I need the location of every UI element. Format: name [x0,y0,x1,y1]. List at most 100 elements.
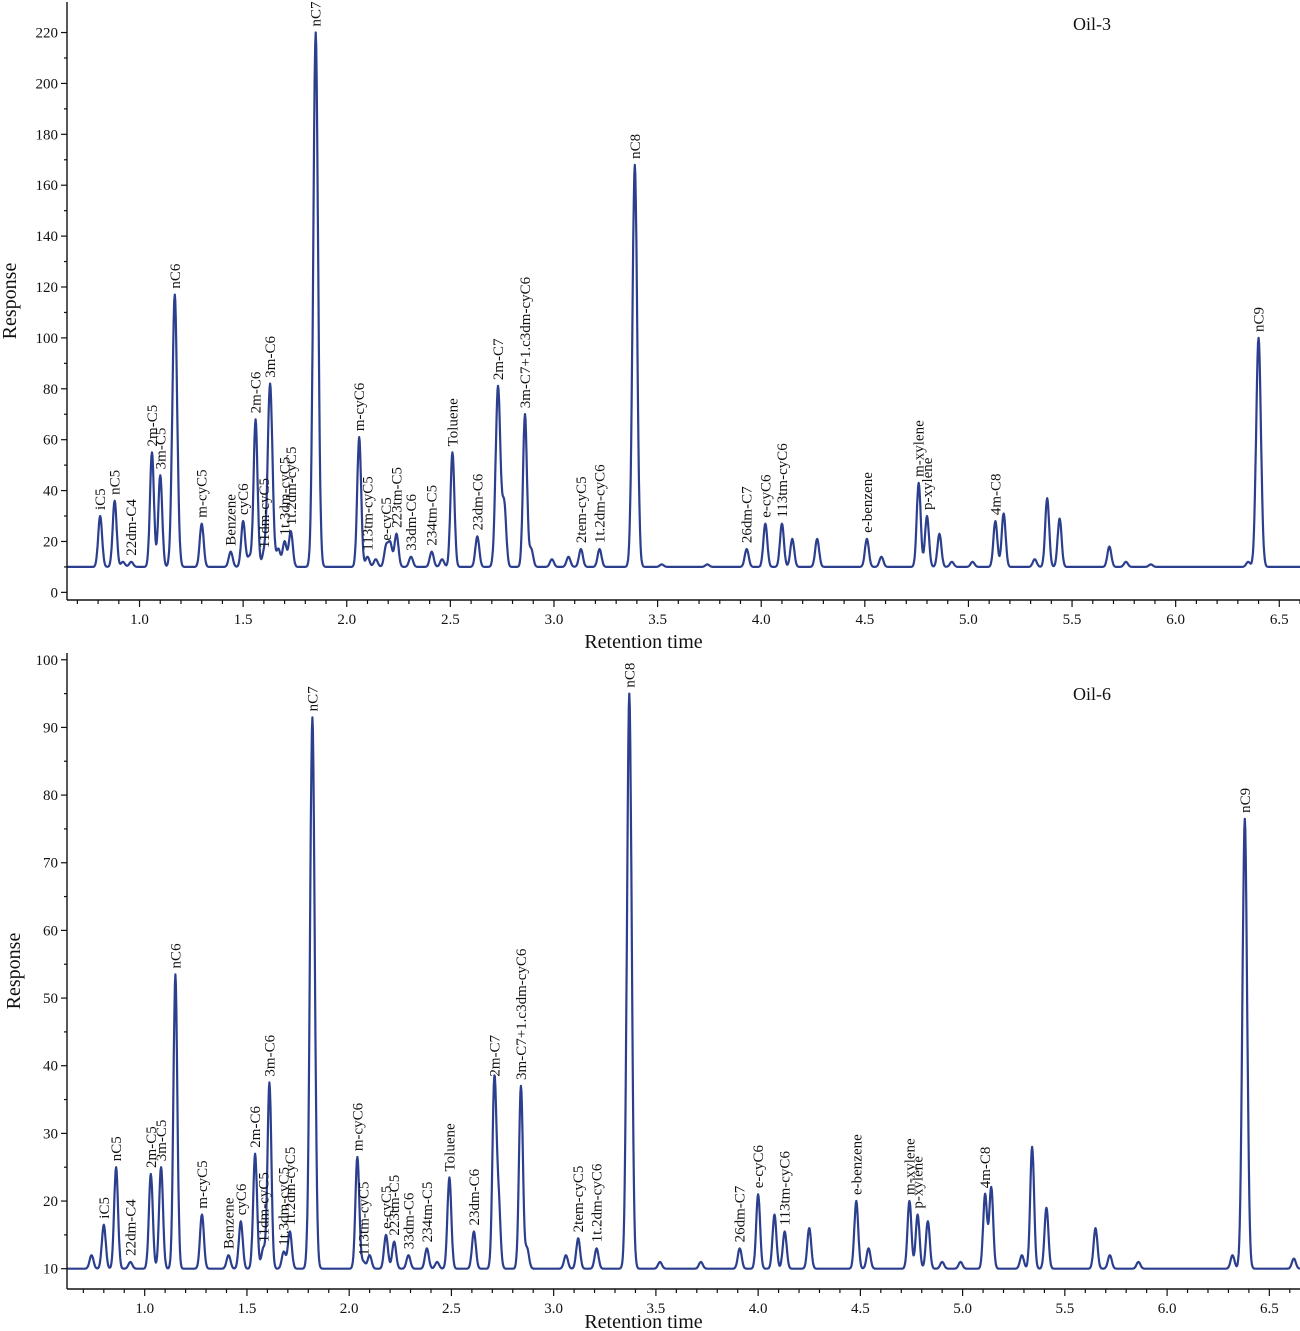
x-tick-label: 3.0 [544,1301,563,1317]
peak-label-1t-2dm-cyc6: 1t.2dm-cyC6 [590,1163,606,1242]
y-tick-label: 100 [36,653,59,669]
y-tick-label: 200 [36,76,59,92]
x-axis-title: Retention time [584,1311,702,1331]
sample-title: Oil-6 [1073,684,1111,704]
peak-label-4m-c8: 4m-C8 [988,473,1004,515]
x-axis-title: Retention time [584,631,702,653]
peak-label-113tm-cyc5: 113tm-cyC5 [357,1181,373,1255]
peak-label-ic5: iC5 [97,1197,113,1219]
x-tick-label: 4.5 [851,1301,870,1317]
x-tick-label: 1.0 [130,612,149,628]
peak-label-3m-c5: 3m-C5 [153,428,169,470]
peak-label-benzene: Benzene [221,1197,237,1249]
sample-title: Oil-3 [1073,14,1111,34]
peak-label-3m-c6: 3m-C6 [262,1034,278,1076]
x-tick-label: 2.0 [340,1301,359,1317]
chromatogram-trace [66,692,1300,1270]
y-tick-label: 20 [43,534,58,550]
peak-label-2m-c7: 2m-C7 [487,1034,503,1076]
peak-label-2m-c6: 2m-C6 [248,1106,264,1148]
x-tick-label: 6.0 [1158,1301,1177,1317]
peak-label-nc5: nC5 [109,1136,125,1161]
x-tick-label: 2.5 [442,1301,461,1317]
peak-label-m-cyc5: m-cyC5 [195,469,211,517]
peak-label-2m-c6: 2m-C6 [249,371,265,413]
y-tick-label: 90 [43,720,58,736]
peak-label-26dm-c7: 26dm-C7 [740,486,756,543]
peak-label-234tm-c5: 234tm-C5 [420,1182,436,1243]
peak-label-p-xylene: p-xylene [911,1156,927,1209]
x-tick-label: 1.0 [135,1301,154,1317]
peak-label-11dm-cyc5: 11dm-cyC5 [256,1172,272,1242]
chromatogram-panel-oil-6: 10 20 30 40 50 60 70 80 90 100 1.0 1.5 2.0 2.5 3.0 3.5 4… [3,653,1300,1331]
peak-label-benzene: Benzene [224,494,240,546]
y-tick-label: 120 [36,280,59,296]
peak-label-2tem-cyc5: 2tem-cyC5 [574,476,590,543]
x-tick-label: 3.5 [647,1301,666,1317]
x-tick-label: 2.5 [441,612,460,628]
peak-label-1t-2dm-cyc6: 1t.2dm-cyC6 [593,464,609,543]
peak-label-22dm-c4: 22dm-C4 [123,1199,139,1256]
chromatogram-trace [66,31,1300,569]
peak-label-ic5: iC5 [93,488,109,510]
peak-label-e-benzene: e-benzene [849,1134,865,1195]
peak-label-nc8: nC8 [628,134,644,159]
peak-label-3m-c7-1-c3dm-cyc6: 3m-C7+1.c3dm-cyC6 [518,276,534,408]
x-tick-label: 4.0 [752,612,771,628]
y-tick-label: 80 [43,788,58,804]
peak-label-cyc6: cyC6 [236,483,252,515]
x-tick-label: 4.0 [749,1301,768,1317]
peak-label-e-cyc5: e-cyC5 [379,1186,395,1229]
x-tick-label: 6.0 [1166,612,1185,628]
peak-label-e-cyc6: e-cyC6 [751,1144,767,1188]
peak-label-1t-3dm-cyc5: 1t.3dm-cyC5 [277,1167,293,1246]
peak-label-nc9: nC9 [1252,307,1268,332]
y-tick-label: 160 [36,178,59,194]
peak-label-nc9: nC9 [1238,788,1254,813]
peak-label-nc6: nC6 [168,943,184,969]
y-tick-label: 50 [43,991,58,1007]
peak-label-2m-c5: 2m-C5 [144,1126,160,1168]
peak-label-22dm-c4: 22dm-C4 [124,499,140,556]
peak-label-3m-c7-1-c3dm-cyc6: 3m-C7+1.c3dm-cyC6 [514,948,530,1080]
y-tick-label: 60 [43,923,58,939]
peak-label-234tm-c5: 234tm-C5 [425,485,441,546]
y-tick-label: 220 [36,26,59,42]
peak-label-m-xylene: m-xylene [902,1138,918,1195]
peak-label-3m-c5: 3m-C5 [154,1120,170,1162]
x-tick-label: 1.5 [238,1301,257,1317]
peak-label-1t-3dm-cyc5: 1t.3dm-cyC5 [278,457,294,536]
x-tick-label: 6.5 [1270,612,1289,628]
x-tick-label: 5.5 [1055,1301,1074,1317]
peak-label-nc7: nC7 [305,686,321,712]
y-tick-label: 30 [43,1126,58,1142]
y-tick-label: 140 [36,229,59,245]
peak-label-m-cyc5: m-cyC5 [195,1160,211,1208]
y-axis-title: Response [3,933,25,1010]
y-tick-label: 80 [43,382,58,398]
peak-label-113tm-cyc5: 113tm-cyC5 [361,476,377,550]
y-tick-label: 20 [43,1194,58,1210]
peak-label-e-cyc6: e-cyC6 [758,474,774,518]
y-tick-label: 0 [51,585,59,601]
y-tick-label: 180 [36,127,59,143]
peak-label-2m-c5: 2m-C5 [145,405,161,447]
x-tick-label: 1.5 [234,612,253,628]
x-tick-label: 3.5 [648,612,667,628]
x-tick-label: 4.5 [855,612,874,628]
peak-label-223tm-c5: 223tm-C5 [390,467,406,528]
peak-label-26dm-c7: 26dm-C7 [733,1185,749,1242]
peak-label-m-cyc6: m-cyC6 [350,1102,366,1151]
peak-label-p-xylene: p-xylene [920,457,936,510]
chromatogram-panel-oil-3: 0 20 40 60 80 100 120 140 160 180 200 220 1.0 1.5 2.0 2… [0,1,1300,653]
x-tick-label: 5.0 [959,612,978,628]
peak-label-nc7: nC7 [309,1,325,27]
peak-label-m-cyc6: m-cyC6 [352,382,368,431]
x-tick-label: 2.0 [337,612,356,628]
peak-label-33dm-c6: 33dm-C6 [404,494,420,551]
x-tick-label: 6.5 [1260,1301,1279,1317]
peak-label-1t-2dm-cyc5: 1t.2dm-cyC5 [283,1147,299,1226]
peak-label-1t-2dm-cyc5: 1t.2dm-cyC5 [284,447,300,526]
peak-label-23dm-c6: 23dm-C6 [467,1168,483,1225]
